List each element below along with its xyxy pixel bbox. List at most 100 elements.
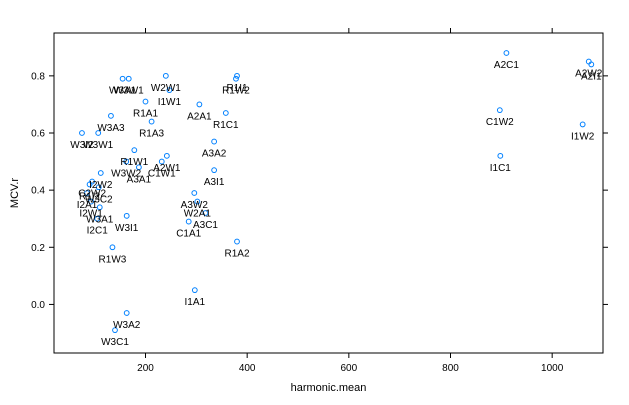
- y-tick-label: 0.8: [31, 71, 45, 82]
- data-point: [84, 190, 90, 196]
- data-point: [142, 98, 149, 105]
- data-point: [211, 138, 218, 145]
- data-point: [135, 164, 142, 171]
- data-point: [588, 61, 595, 68]
- x-tick-label: 1000: [541, 363, 564, 374]
- data-label: A3C1: [193, 220, 218, 231]
- data-label: A3A2: [202, 149, 227, 160]
- data-label: A2W2: [575, 69, 603, 80]
- data-label: R1I1: [226, 83, 248, 94]
- data-label: R1A2: [224, 249, 249, 260]
- data-point: [86, 181, 93, 188]
- data-point: [158, 158, 165, 165]
- data-label: R1C1: [213, 120, 239, 131]
- data-point: [123, 212, 130, 219]
- x-axis: 200 400 600 800 1000: [137, 28, 564, 374]
- data-label: R1W3: [99, 254, 127, 265]
- y-tick-label: 0.4: [31, 186, 45, 197]
- data-label: W3C1: [101, 337, 129, 348]
- data-label: I2C1: [87, 226, 109, 237]
- plot-frame: [53, 32, 604, 354]
- data-point: [97, 170, 104, 176]
- data-label: A2A1: [187, 111, 212, 122]
- data-point: [123, 158, 130, 165]
- data-label: W3A2: [113, 320, 141, 331]
- data-label: W2A1: [184, 209, 212, 220]
- data-points: [79, 50, 595, 334]
- data-point: [108, 112, 114, 119]
- data-point: [131, 147, 138, 154]
- data-point: [211, 167, 218, 174]
- y-axis: 0.0 0.2 0.4 0.6 0.8: [31, 71, 608, 311]
- data-label: A3A1: [127, 174, 152, 185]
- data-point: [185, 218, 192, 225]
- data-label: C1W1: [148, 169, 176, 180]
- data-label: I2A1: [77, 200, 98, 211]
- data-label: A3W2: [181, 200, 209, 211]
- data-point: [162, 72, 169, 79]
- data-label: I1C1: [490, 163, 512, 174]
- x-tick-label: 800: [442, 363, 459, 374]
- data-point: [119, 75, 126, 82]
- data-point: [234, 238, 240, 245]
- y-tick-label: 0.6: [31, 129, 45, 140]
- data-label: I1W2: [571, 131, 595, 142]
- data-label: C1A1: [176, 229, 201, 240]
- data-point: [123, 310, 130, 316]
- data-point: [579, 121, 586, 128]
- data-label: C1W2: [486, 117, 514, 128]
- data-label: W3W2: [111, 169, 141, 180]
- data-point: [233, 75, 239, 82]
- data-label: A3I1: [204, 177, 225, 188]
- data-point: [88, 198, 95, 205]
- plot-area: [53, 32, 604, 354]
- data-point: [191, 287, 198, 294]
- data-label: W3W1: [114, 86, 144, 97]
- data-point: [79, 130, 85, 136]
- data-label: W2W1: [151, 83, 181, 94]
- y-tick-label: 0.0: [31, 300, 45, 311]
- data-label: I2W2: [89, 180, 113, 191]
- data-label: A2I1: [581, 71, 602, 82]
- data-point: [95, 130, 102, 136]
- data-point: [222, 110, 229, 116]
- data-label: W3A1: [86, 214, 114, 225]
- data-point: [125, 75, 132, 82]
- data-label: C2W2: [78, 189, 106, 200]
- data-point: [234, 72, 240, 79]
- data-point: [196, 101, 203, 108]
- data-label: R1W2: [222, 86, 250, 97]
- x-tick-label: 400: [239, 363, 256, 374]
- data-label: R1W1: [120, 157, 148, 168]
- data-label: W3A3: [97, 123, 125, 134]
- data-label: I1A1: [185, 297, 206, 308]
- data-label: I2W1: [79, 209, 103, 220]
- data-label: W3I2: [70, 140, 94, 151]
- x-tick-label: 600: [340, 363, 357, 374]
- y-axis-title: MCV.r: [9, 178, 21, 208]
- data-label: W3A1: [109, 86, 137, 97]
- data-label: I1W1: [158, 97, 182, 108]
- data-label: W3W1: [83, 140, 113, 151]
- data-label: A2C1: [494, 60, 519, 71]
- data-point: [503, 50, 510, 56]
- data-label: R1A1: [133, 109, 158, 120]
- data-point: [95, 184, 102, 191]
- x-axis-title: harmonic.mean: [291, 382, 367, 394]
- y-tick-label: 0.2: [31, 243, 45, 254]
- data-label: R1I2: [79, 191, 101, 202]
- data-point: [96, 204, 103, 211]
- data-point: [109, 244, 116, 251]
- x-tick-label: 200: [137, 363, 154, 374]
- data-label: W3I1: [115, 223, 139, 234]
- data-point: [94, 215, 101, 222]
- data-point: [148, 118, 155, 125]
- data-point: [496, 107, 503, 114]
- data-point: [163, 152, 170, 159]
- data-point: [191, 190, 198, 196]
- data-point: [194, 198, 201, 205]
- data-label: W3C2: [85, 194, 113, 205]
- data-point: [497, 152, 504, 159]
